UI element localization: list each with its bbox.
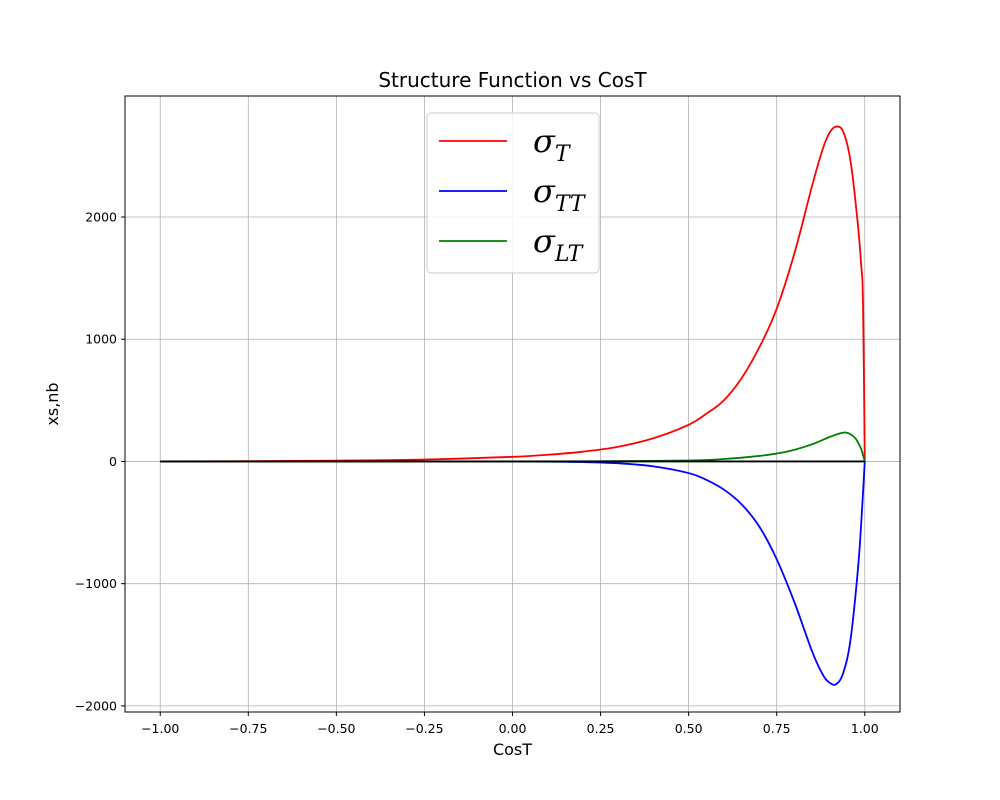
x-tick-label: 0.00 (499, 721, 527, 736)
series-line-t (160, 125, 866, 463)
y-tick-label: −1000 (75, 576, 117, 591)
y-tick-label: −2000 (75, 698, 117, 713)
legend: σT σTT σLT (426, 112, 600, 274)
y-tick-label: 2000 (85, 210, 117, 225)
ticks: −1.00 −0.75 −0.50 −0.25 0.00 0.25 0.50 0.75 1.00… (75, 210, 879, 737)
chart-title: Structure Function vs CosT (378, 68, 647, 92)
legend-box (426, 112, 600, 274)
x-tick-label: −0.25 (405, 721, 443, 736)
x-tick-label: −1.00 (141, 721, 179, 736)
y-axis-label: xs,nb (43, 382, 62, 425)
legend-entry: σTT (533, 172, 587, 217)
legend-entry: σLT (533, 222, 585, 267)
y-tick-label: 0 (109, 454, 117, 469)
legend-entry: σT (533, 122, 572, 167)
series-layer (160, 125, 866, 686)
x-tick-label: 0.25 (587, 721, 615, 736)
x-tick-label: 0.50 (675, 721, 703, 736)
x-tick-label: 1.00 (851, 721, 879, 736)
x-tick-label: −0.50 (317, 721, 355, 736)
x-axis-label: CosT (493, 740, 532, 759)
y-tick-label: 1000 (85, 332, 117, 347)
x-tick-label: 0.75 (763, 721, 791, 736)
x-tick-label: −0.75 (229, 721, 267, 736)
